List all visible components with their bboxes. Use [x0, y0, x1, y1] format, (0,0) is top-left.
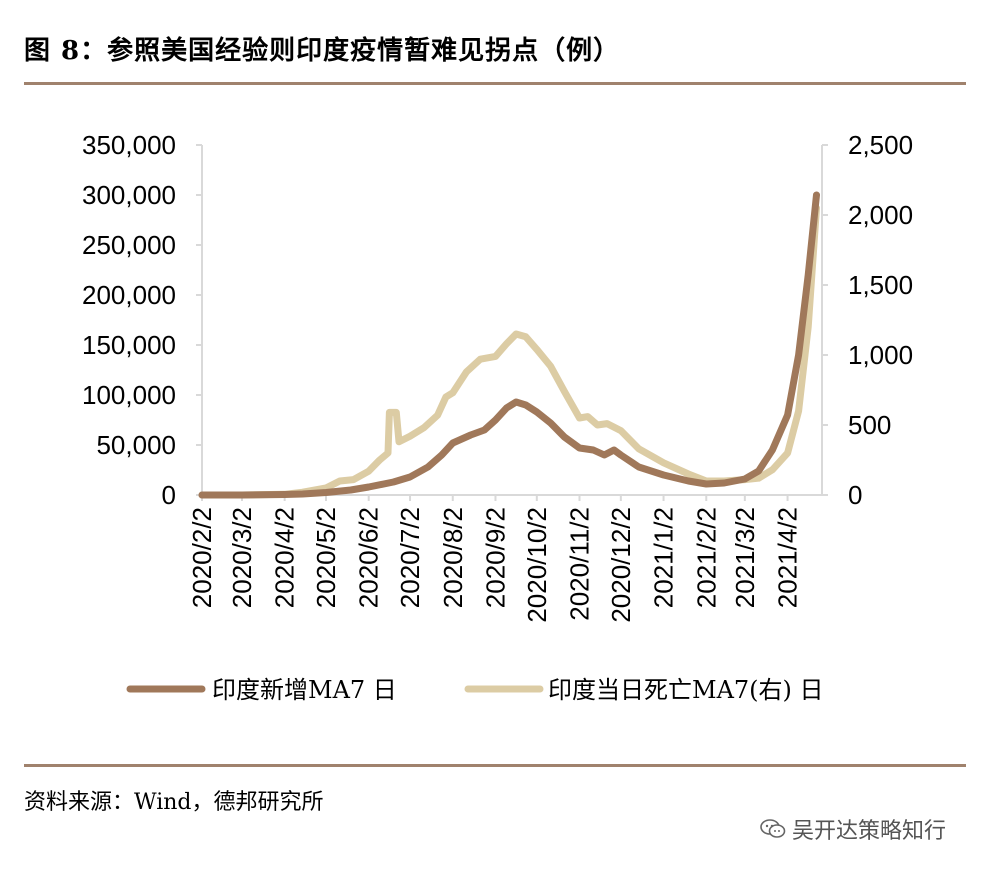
y-right-tick-label: 500 [848, 410, 891, 440]
wechat-icon [760, 818, 786, 846]
x-tick-label: 2020/9/2 [480, 507, 510, 608]
dual-axis-line-chart: 0 50,000 100,000 150,000 200,000 250,000 300,0… [82, 130, 913, 704]
x-tick-label: 2020/12/2 [606, 507, 636, 623]
source-note: 资料来源：Wind，德邦研究所 [24, 790, 324, 815]
top-rule [24, 82, 966, 85]
figure-title: 图 8：参照美国经验则印度疫情暂难见拐点（例） [24, 36, 621, 66]
y-left-tick-label: 350,000 [82, 130, 176, 160]
y-right-tick-label: 1,000 [848, 340, 913, 370]
chart-axes: 0 50,000 100,000 150,000 200,000 250,000 300,0… [82, 130, 913, 510]
x-tick-label: 2020/2/2 [187, 507, 217, 608]
wechat-watermark: 吴开达策略知行 [760, 813, 946, 846]
x-tick-label: 2020/5/2 [311, 507, 341, 608]
bottom-rule [24, 764, 966, 767]
x-tick-label: 2021/1/2 [649, 507, 679, 608]
y-left-tick-label: 50,000 [96, 430, 176, 460]
series-line-new-cases [198, 191, 820, 499]
x-tick-label: 2020/6/2 [354, 507, 384, 608]
x-tick-label: 2021/2/2 [691, 507, 721, 608]
y-left-tick-label: 300,000 [82, 180, 176, 210]
legend-label-new-cases: 印度新增MA7 日 [212, 676, 397, 704]
x-tick-label: 2020/3/2 [227, 507, 257, 608]
series-line-deaths [198, 204, 820, 499]
legend-label-deaths: 印度当日死亡MA7(右) 日 [548, 676, 824, 704]
y-left-tick-label: 200,000 [82, 280, 176, 310]
y-left-tick-label: 100,000 [82, 380, 176, 410]
x-tick-label: 2020/10/2 [522, 507, 552, 623]
x-tick-label: 2020/4/2 [270, 507, 300, 608]
x-tick-label: 2020/11/2 [565, 507, 595, 621]
chart-legend: 印度新增MA7 日 印度当日死亡MA7(右) 日 [126, 676, 824, 704]
series-layer [198, 191, 820, 499]
y-right-tick-label: 2,500 [848, 130, 913, 160]
x-tick-labels: 2020/2/2 2020/3/2 2020/4/2 2020/5/2 2020/6/2… [187, 507, 803, 623]
y-left-tick-label: 150,000 [82, 330, 176, 360]
x-tick-label: 2020/8/2 [438, 507, 468, 608]
x-tick-label: 2021/4/2 [773, 507, 803, 608]
y-right-tick-label: 2,000 [848, 200, 913, 230]
y-left-tick-label: 250,000 [82, 230, 176, 260]
y-right-tick-label: 1,500 [848, 270, 913, 300]
y-right-tick-label: 0 [848, 480, 862, 510]
x-tick-label: 2021/3/2 [730, 507, 760, 608]
watermark-text: 吴开达策略知行 [792, 819, 947, 844]
x-tick-label: 2020/7/2 [395, 507, 425, 608]
y-left-tick-label: 0 [162, 480, 176, 510]
